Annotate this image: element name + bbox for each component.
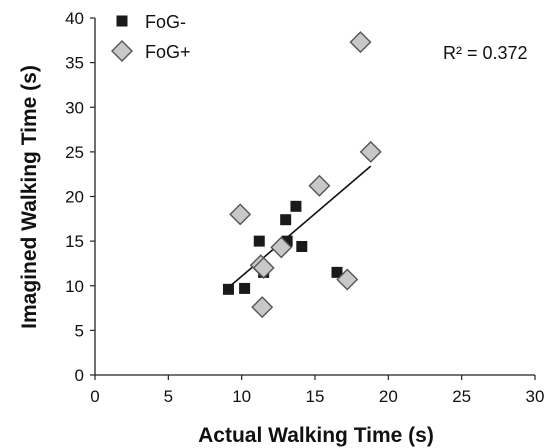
trendline (227, 165, 372, 289)
trendline-group (227, 165, 372, 289)
y-tick-label: 20 (65, 188, 84, 207)
fog-plus-point (251, 296, 274, 319)
fog-minus-point (239, 282, 251, 294)
legend-label: FoG+ (145, 42, 191, 62)
y-tick-label: 5 (75, 321, 84, 340)
fog-minus-point (280, 214, 292, 226)
fog-plus-point (252, 256, 275, 279)
x-tick-label: 30 (526, 387, 545, 406)
y-tick-label: 30 (65, 98, 84, 117)
legend-diamond-marker (111, 40, 133, 62)
y-tick-label: 15 (65, 232, 84, 251)
fog-minus-point (296, 240, 308, 252)
fog-minus-point (222, 283, 234, 295)
y-tick-label: 25 (65, 143, 84, 162)
legend: FoG- FoG+ (111, 12, 191, 62)
x-tick-label: 0 (90, 387, 99, 406)
r-squared-annotation: R² = 0.372 (443, 43, 528, 63)
x-tick-label: 20 (379, 387, 398, 406)
fog-minus-point (281, 235, 293, 247)
y-tick-label: 35 (65, 54, 84, 73)
legend-square-marker (116, 15, 128, 27)
x-tick-label: 25 (452, 387, 471, 406)
fog-plus-point (359, 140, 382, 163)
fog-plus-point (349, 31, 372, 54)
fog-minus-point (331, 266, 343, 278)
axes (94, 18, 535, 376)
fog-plus-point (270, 236, 293, 259)
x-tick-label: 10 (232, 387, 251, 406)
x-axis-title: Actual Walking Time (s) (198, 424, 434, 447)
fog-minus-point (290, 200, 302, 212)
data-points (222, 31, 382, 319)
fog-plus-point (308, 174, 331, 197)
fog-minus-point (253, 235, 265, 247)
y-tick-label: 40 (65, 9, 84, 28)
x-tick-label: 5 (164, 387, 173, 406)
y-axis-title: Imagined Walking Time (s) (18, 65, 41, 329)
y-tick-label: 0 (75, 366, 84, 385)
y-tick-label: 10 (65, 277, 84, 296)
series-FoG+ (229, 31, 382, 319)
fog-plus-point (229, 203, 252, 226)
x-tick-label: 15 (306, 387, 325, 406)
fog-plus-point (336, 268, 359, 291)
legend-label: FoG- (145, 12, 186, 32)
ticks: 0 5 10 15 20 25 30 0 5 10 15 20 25 30 35 40 (65, 9, 544, 406)
